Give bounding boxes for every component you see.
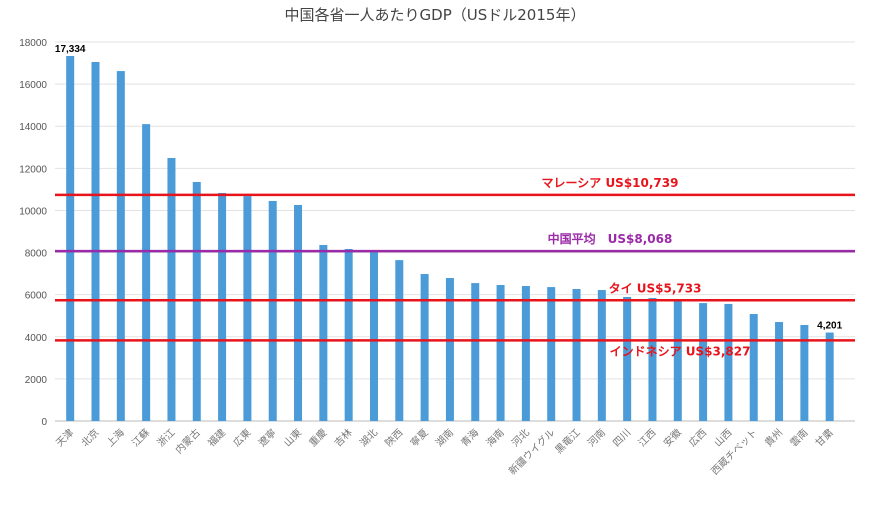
bar [724, 303, 733, 421]
bar [116, 71, 125, 421]
bar [825, 332, 834, 421]
bar [673, 300, 682, 421]
x-tick-label: 重慶 [306, 426, 329, 449]
x-tick-label: 広東 [230, 426, 253, 449]
y-tick-label: 16000 [19, 80, 47, 91]
bar [471, 283, 480, 421]
bar [445, 278, 454, 421]
x-tick-label: 福建 [205, 426, 228, 449]
x-tick-label: 安徽 [661, 426, 684, 449]
bar [294, 204, 303, 421]
bar [344, 248, 353, 421]
y-tick-label: 18000 [19, 38, 47, 49]
y-tick-label: 14000 [19, 122, 47, 133]
bar [167, 158, 176, 421]
bar [66, 56, 75, 421]
x-tick-label: 甘粛 [812, 426, 835, 449]
bar [699, 303, 708, 421]
x-tick-label: 内蒙古 [172, 426, 202, 456]
x-tick-label: 江蘇 [129, 426, 152, 449]
x-tick-label: 山西 [712, 427, 735, 450]
y-tick-label: 12000 [19, 164, 47, 175]
x-tick-label: 雲南 [787, 426, 810, 449]
x-tick-label: 西蔵チベット [708, 426, 760, 478]
bar [420, 274, 429, 421]
x-tick-label: 河北 [509, 427, 532, 450]
y-tick-label: 0 [41, 417, 47, 428]
x-tick-label: 新疆ウイグル [506, 426, 557, 477]
x-tick-label: 浙江 [155, 427, 178, 450]
bar [521, 286, 530, 421]
chart-title: 中国各省一人あたりGDP（USドル2015年） [284, 6, 586, 24]
y-tick-label: 2000 [25, 375, 48, 386]
x-tick-label: 吉林 [331, 426, 354, 449]
x-tick-label: 貴州 [762, 426, 785, 449]
x-tick-label: 四川 [611, 427, 633, 449]
x-tick-label: 湖南 [433, 426, 456, 449]
x-tick-label: 湖北 [357, 427, 380, 450]
x-tick-label: 山東 [281, 426, 304, 449]
x-tick-label: 河南 [585, 426, 608, 449]
reference-line-label: 中国平均 US$8,068 [548, 231, 673, 246]
bar [648, 298, 657, 421]
reference-line-label: マレーシア US$10,739 [542, 176, 679, 190]
x-tick-label: 北京 [78, 426, 101, 449]
bar [243, 196, 252, 421]
reference-line-label: インドネシア US$3,827 [610, 344, 751, 358]
bar [142, 124, 151, 421]
x-tick-label: 遼寧 [256, 426, 279, 449]
bar [369, 251, 378, 421]
reference-line-label: タイ US$5,733 [609, 281, 702, 295]
y-tick-label: 8000 [25, 249, 48, 260]
bar [268, 200, 277, 421]
y-tick-label: 6000 [25, 291, 48, 302]
bar [547, 287, 556, 421]
bar [572, 288, 581, 421]
x-tick-label: 上海 [104, 426, 127, 449]
x-tick-label: 広西 [686, 426, 709, 449]
bar [597, 290, 606, 421]
bar [800, 324, 809, 421]
bar [496, 284, 505, 421]
x-tick-label: 天津 [54, 427, 77, 450]
bar [749, 314, 758, 421]
bar [775, 322, 784, 421]
x-tick-label: 陝西 [383, 427, 406, 450]
bar [319, 244, 328, 421]
x-tick-label: 青海 [458, 426, 481, 449]
bar [218, 192, 227, 421]
x-tick-label: 寧夏 [407, 426, 430, 449]
x-tick-label: 黒竜江 [552, 426, 582, 456]
bar [91, 62, 100, 421]
data-label: 4,201 [817, 321, 842, 332]
y-tick-label: 10000 [19, 206, 47, 217]
x-tick-label: 江西 [636, 427, 659, 450]
data-label: 17,334 [55, 44, 86, 55]
y-tick-label: 4000 [25, 333, 48, 344]
bar [623, 296, 632, 421]
x-tick-label: 海南 [483, 426, 506, 449]
